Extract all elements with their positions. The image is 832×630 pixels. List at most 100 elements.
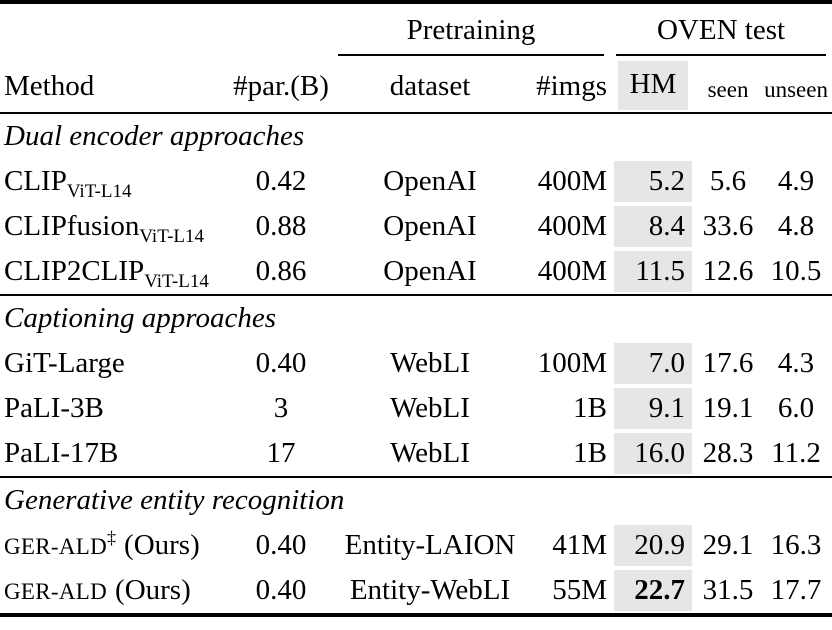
col-header-dataset: dataset <box>332 56 528 114</box>
parameters-cell: 0.88 <box>255 210 307 242</box>
hm-highlight-box: HM <box>617 61 689 110</box>
imgs-cell: 400M <box>537 165 608 197</box>
method-cell: PaLI-17B <box>0 431 230 477</box>
method-subscript: ViT-L14 <box>66 180 132 202</box>
table-row: CLIPfusionViT-L14 0.88 OpenAI 400M 8.4 3… <box>0 204 832 249</box>
seen-cell: 33.6 <box>702 210 754 242</box>
method-cell: CLIP2CLIPViT-L14 <box>0 249 230 295</box>
imgs-cell: 100M <box>537 347 608 379</box>
parameters-cell: 17 <box>266 437 296 469</box>
results-table: Pretraining OVEN test Method #par.(B) da… <box>0 0 832 617</box>
method-name: GiT-Large <box>4 347 125 379</box>
parameters-cell: 0.40 <box>255 574 307 606</box>
hm-highlight-box: 7.0 <box>614 343 693 384</box>
imgs-cell: 55M <box>552 574 608 606</box>
hm-highlight-box: 20.9 <box>614 525 693 566</box>
method-subscript: ViT-L14 <box>144 270 209 292</box>
hm-cell: 11.5 <box>610 249 696 295</box>
dataset-cell: Entity-WebLI <box>349 574 511 606</box>
dataset-cell: OpenAI <box>383 210 477 242</box>
unseen-cell: 17.7 <box>770 574 822 606</box>
column-header-row: Method #par.(B) dataset #imgs HM seen un… <box>0 56 832 114</box>
hm-highlight-box-bold: 22.7 <box>614 570 693 611</box>
unseen-cell: 6.0 <box>777 392 815 424</box>
method-subscript: ViT-L14 <box>139 225 204 247</box>
method-name: GER-ALD <box>4 534 108 559</box>
table-row: GiT-Large 0.40 WebLI 100M 7.0 17.6 4.3 <box>0 341 832 386</box>
method-name: GER-ALD <box>4 579 108 604</box>
oven-group-cell: OVEN test <box>610 2 832 56</box>
method-cell: GER-ALD‡ (Ours) <box>0 523 230 568</box>
method-suffix: (Ours) <box>124 529 200 561</box>
double-dagger-superscript: ‡ <box>107 527 117 548</box>
imgs-cell: 41M <box>552 529 608 561</box>
col-header-unseen: unseen <box>760 56 832 114</box>
section-title: Dual encoder approaches <box>4 120 305 152</box>
method-cell: PaLI-3B <box>0 386 230 431</box>
seen-cell: 28.3 <box>702 437 754 469</box>
hm-cell: 20.9 <box>610 523 696 568</box>
section-title: Captioning approaches <box>0 294 832 341</box>
method-name: PaLI-3B <box>4 392 104 424</box>
parameters-cell: 0.40 <box>255 529 307 561</box>
hm-cell: 9.1 <box>610 386 696 431</box>
seen-cell: 17.6 <box>702 347 754 379</box>
dataset-cell: OpenAI <box>383 255 477 287</box>
method-suffix: (Ours) <box>115 574 191 606</box>
unseen-cell: 10.5 <box>770 255 822 287</box>
unseen-cell: 11.2 <box>771 437 821 469</box>
col-header-hm: HM <box>610 56 697 114</box>
imgs-cell: 400M <box>537 255 608 287</box>
seen-cell: 31.5 <box>702 574 754 606</box>
table-row: CLIPViT-L14 0.42 OpenAI 400M 5.2 5.6 4.9 <box>0 159 832 204</box>
method-cell: CLIPViT-L14 <box>0 159 230 204</box>
hm-cell: 16.0 <box>610 431 696 477</box>
hm-highlight-box: 16.0 <box>614 433 693 474</box>
parameters-cell: 0.86 <box>255 255 307 287</box>
dataset-cell: WebLI <box>390 347 470 379</box>
col-header-seen: seen <box>696 56 761 114</box>
table-row: PaLI-17B 17 WebLI 1B 16.0 28.3 11.2 <box>0 431 832 477</box>
spacer-cell <box>0 2 332 56</box>
hm-highlight-box: 11.5 <box>614 251 693 292</box>
unseen-cell: 4.3 <box>777 347 815 379</box>
method-cell: GER-ALD (Ours) <box>0 568 230 615</box>
imgs-cell: 400M <box>537 210 608 242</box>
col-header-method: Method <box>0 56 230 114</box>
method-name: CLIPfusion <box>4 210 140 242</box>
dataset-cell: WebLI <box>390 392 470 424</box>
seen-cell: 19.1 <box>702 392 754 424</box>
table-row: PaLI-3B 3 WebLI 1B 9.1 19.1 6.0 <box>0 386 832 431</box>
table-row: GER-ALD‡ (Ours) 0.40 Entity-LAION 41M 20.… <box>0 523 832 568</box>
imgs-cell: 1B <box>573 437 608 469</box>
section-header-row: Dual encoder approaches <box>0 113 832 159</box>
unseen-cell: 4.8 <box>777 210 815 242</box>
unseen-cell: 4.9 <box>777 165 815 197</box>
hm-cell: 5.2 <box>610 159 696 204</box>
method-name: CLIP2CLIP <box>4 255 145 287</box>
oven-test-group-header: OVEN test <box>616 14 827 56</box>
table-row: CLIP2CLIPViT-L14 0.86 OpenAI 400M 11.5 1… <box>0 249 832 295</box>
parameters-cell: 3 <box>273 392 289 424</box>
parameters-cell: 0.42 <box>255 165 307 197</box>
dataset-cell: OpenAI <box>383 165 477 197</box>
dataset-cell: Entity-LAION <box>344 529 516 561</box>
col-header-parameters: #par.(B) <box>230 56 332 114</box>
seen-cell: 12.6 <box>702 255 754 287</box>
dataset-cell: WebLI <box>390 437 470 469</box>
method-cell: GiT-Large <box>0 341 230 386</box>
unseen-cell: 16.3 <box>770 529 822 561</box>
hm-cell: 22.7 <box>610 568 696 615</box>
imgs-cell: 1B <box>573 392 608 424</box>
section-header-row: Generative entity recognition <box>0 476 832 523</box>
table-row: GER-ALD (Ours) 0.40 Entity-WebLI 55M 22.7… <box>0 568 832 615</box>
section-title: Generative entity recognition <box>0 476 832 523</box>
pretraining-group-cell: Pretraining <box>332 2 610 56</box>
hm-cell: 7.0 <box>610 341 696 386</box>
seen-cell: 5.6 <box>709 165 747 197</box>
group-header-row: Pretraining OVEN test <box>0 2 832 56</box>
hm-highlight-box: 5.2 <box>614 161 693 202</box>
method-name: CLIP <box>4 165 67 197</box>
pretraining-group-header: Pretraining <box>338 14 605 56</box>
hm-cell: 8.4 <box>610 204 696 249</box>
